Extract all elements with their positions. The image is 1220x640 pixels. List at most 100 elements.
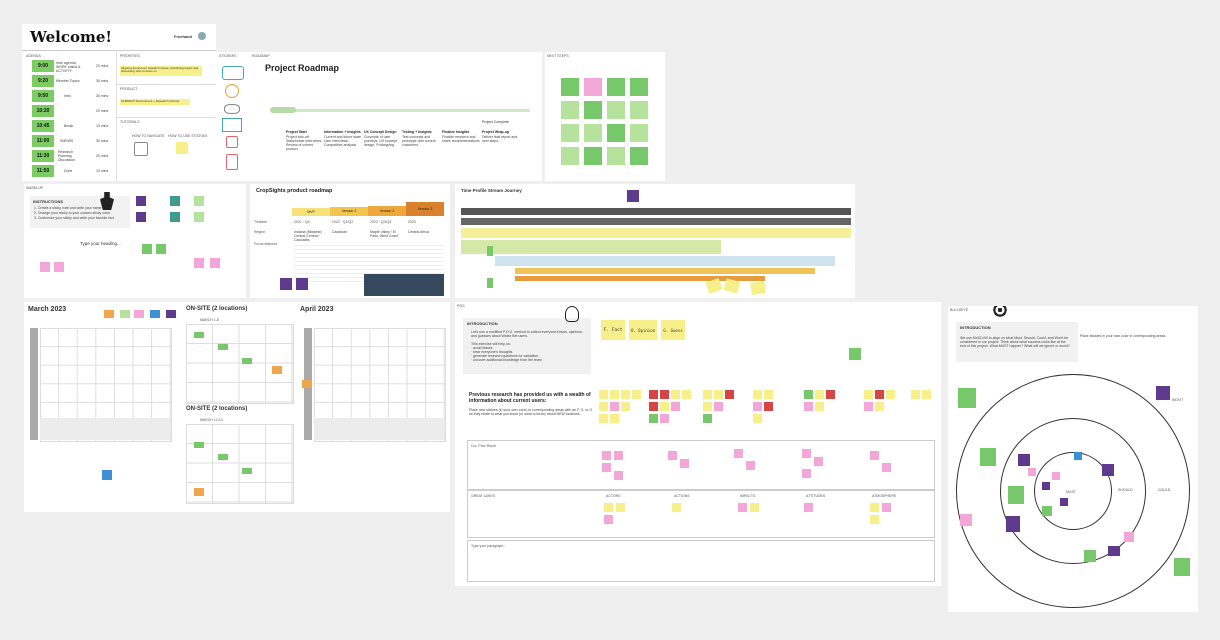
sticky-note[interactable]	[170, 196, 180, 206]
sticky-note[interactable]	[886, 390, 895, 399]
sticky-note[interactable]	[104, 310, 114, 318]
sticky-note[interactable]	[296, 278, 308, 290]
sticky-note[interactable]	[54, 262, 64, 272]
sticky-note[interactable]	[864, 390, 873, 399]
sticky-note[interactable]	[604, 515, 613, 524]
sticky-note[interactable]	[882, 503, 891, 512]
sticky-note[interactable]	[621, 402, 630, 411]
bullseye-board[interactable]: BULLSEYE INTRODUCTION We use MoSCoW to a…	[948, 306, 1198, 612]
sticky-note[interactable]	[136, 196, 146, 206]
sticky-note[interactable]	[1006, 516, 1020, 532]
sticky-note[interactable]	[870, 451, 879, 460]
sticky-note[interactable]	[194, 488, 204, 496]
tutorial-navigate-icon[interactable]	[134, 142, 148, 156]
sticky-note[interactable]	[280, 278, 292, 290]
sticky-note[interactable]	[584, 147, 602, 165]
sticky-note[interactable]	[649, 414, 658, 423]
sticky-note[interactable]	[272, 366, 282, 374]
sticky-note[interactable]	[723, 278, 741, 294]
sticky-note[interactable]	[607, 147, 625, 165]
sticky-note[interactable]	[627, 190, 639, 202]
sticky-note[interactable]	[870, 515, 879, 524]
sticky-note[interactable]	[1018, 454, 1030, 466]
sticky-note[interactable]	[102, 470, 112, 480]
sticky-note[interactable]	[660, 402, 669, 411]
sticky-note[interactable]	[561, 78, 579, 96]
sticky-note[interactable]	[1156, 386, 1170, 400]
sticky-note[interactable]	[616, 503, 625, 512]
sticky-note[interactable]	[1124, 532, 1134, 542]
sticky-note[interactable]	[599, 414, 608, 423]
sticky-note[interactable]	[725, 390, 734, 399]
sticky-note[interactable]	[668, 451, 677, 460]
sticky-note[interactable]	[1084, 550, 1096, 562]
sticky-note[interactable]	[802, 469, 811, 478]
pog-tag-opinion[interactable]: O. Opinion	[629, 320, 657, 340]
sticky-note[interactable]	[584, 78, 602, 96]
sticky-note[interactable]	[1042, 482, 1050, 490]
sticky-note[interactable]	[671, 390, 680, 399]
sticky-note[interactable]	[487, 246, 493, 256]
pog-tag-guess[interactable]: G. Guess	[661, 320, 685, 340]
sticky-note[interactable]	[607, 78, 625, 96]
sticky-note[interactable]	[584, 101, 602, 119]
sticky-note[interactable]	[703, 390, 712, 399]
sticky-note[interactable]	[584, 124, 602, 142]
sticky-note[interactable]	[815, 390, 824, 399]
sticky-note[interactable]	[1174, 558, 1190, 576]
sticky-note[interactable]	[614, 451, 623, 460]
sticky-note[interactable]	[120, 310, 130, 318]
sticky-note[interactable]	[672, 503, 681, 512]
sticky-note[interactable]	[714, 402, 723, 411]
sticky-note[interactable]	[804, 503, 813, 512]
sticky-note[interactable]	[602, 451, 611, 460]
sticky-note[interactable]	[753, 390, 762, 399]
sticky-note[interactable]	[194, 332, 204, 338]
sticky-note[interactable]	[610, 414, 619, 423]
sticker-icon[interactable]	[222, 118, 242, 132]
sticky-note[interactable]	[166, 310, 176, 318]
sticky-note[interactable]	[764, 390, 773, 399]
sticky-note[interactable]	[242, 468, 252, 474]
sticky-note[interactable]	[750, 503, 759, 512]
sticky-note[interactable]	[960, 514, 972, 526]
sticky-note[interactable]	[714, 390, 723, 399]
sticky-note[interactable]	[826, 390, 835, 399]
sticky-note[interactable]	[922, 390, 931, 399]
sticky-note[interactable]	[671, 402, 680, 411]
sticky-note[interactable]	[610, 390, 619, 399]
sticker-icon[interactable]	[225, 84, 239, 98]
sticky-note[interactable]	[815, 402, 824, 411]
sticky-note[interactable]	[170, 212, 180, 222]
sticky-note[interactable]	[753, 402, 762, 411]
sticky-note[interactable]	[911, 390, 920, 399]
sticky-note[interactable]	[142, 244, 152, 254]
milestone[interactable]: Testing + Insights Test concepts and pro…	[402, 130, 440, 147]
sticky-note[interactable]	[875, 402, 884, 411]
sticky-note[interactable]	[242, 358, 252, 364]
sticky-note[interactable]	[630, 101, 648, 119]
sticky-note[interactable]	[849, 348, 861, 360]
sticky-note[interactable]	[1052, 472, 1060, 480]
sticky-note[interactable]	[738, 503, 747, 512]
sticky-note[interactable]	[607, 124, 625, 142]
sticker-icon[interactable]	[222, 66, 244, 80]
sticky-note[interactable]	[194, 212, 204, 222]
milestone[interactable]: Information + Insights Current and futur…	[324, 130, 362, 147]
sticky-note[interactable]	[1108, 546, 1120, 556]
sticky-note[interactable]	[734, 449, 743, 458]
sticky-note[interactable]	[1028, 468, 1036, 476]
sticky-note[interactable]	[703, 414, 712, 423]
sticky-note[interactable]	[980, 448, 996, 466]
sticky-note[interactable]	[210, 258, 220, 268]
sticky-note[interactable]	[746, 461, 755, 470]
milestone[interactable]: Project Wrap-up Deliver final report and…	[482, 130, 522, 143]
sticky-note[interactable]	[40, 262, 50, 272]
sticky-note[interactable]	[1042, 506, 1052, 516]
sticker-icon[interactable]	[226, 136, 238, 148]
sticky-note[interactable]	[764, 402, 773, 411]
product-note[interactable]: OHMIGOT Recruitment + Research Criteria	[120, 99, 190, 105]
sticky-note[interactable]	[750, 280, 766, 296]
sticker-icon[interactable]	[226, 154, 238, 170]
calendar-board[interactable]: March 2023 April 2023 ON-SITE (2 locatio…	[24, 302, 450, 512]
